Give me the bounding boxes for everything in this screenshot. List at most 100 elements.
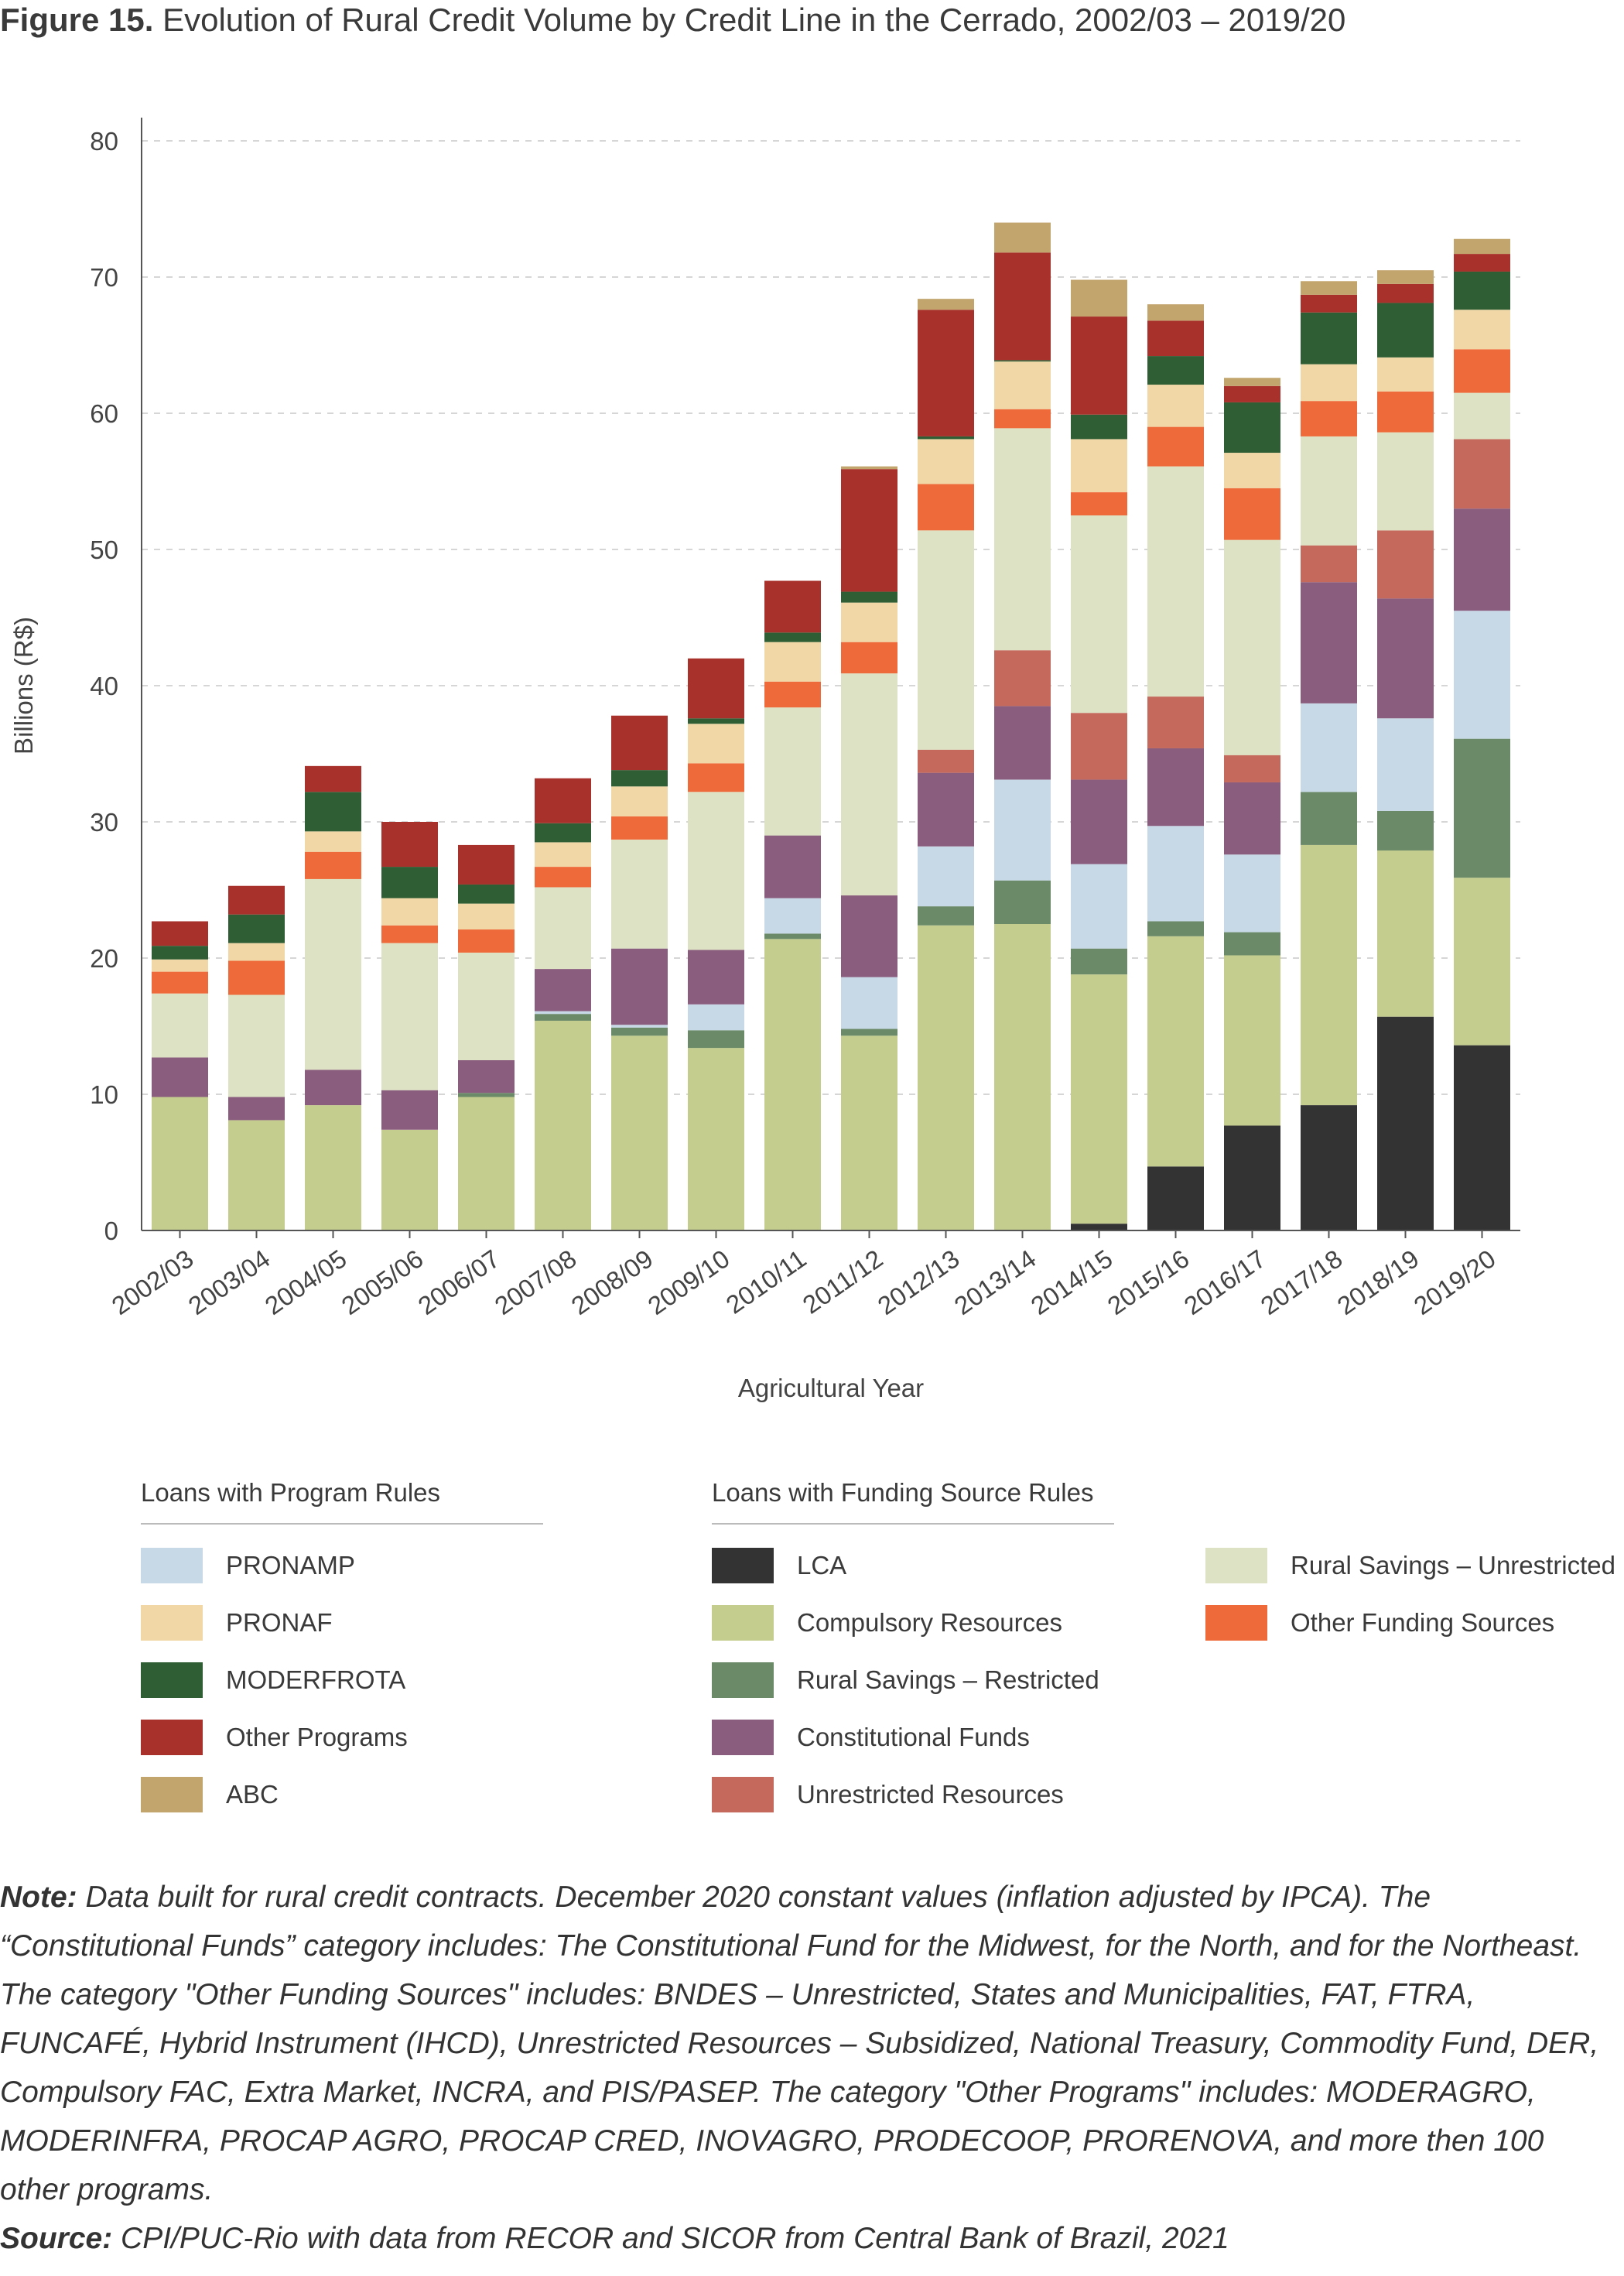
legend-divider bbox=[141, 1523, 543, 1525]
figure-note: Note: Data built for rural credit contra… bbox=[0, 1873, 1617, 2263]
bar-segment bbox=[611, 770, 668, 787]
bar-segment bbox=[688, 792, 744, 950]
bar-segment bbox=[764, 835, 821, 898]
bar-segment bbox=[1071, 948, 1127, 975]
x-tick-label: 2003/04 bbox=[183, 1244, 275, 1320]
bar-segment bbox=[1301, 436, 1357, 546]
bar-segment bbox=[1454, 439, 1510, 509]
bar-segment bbox=[1454, 271, 1510, 310]
bar-segment bbox=[1147, 320, 1204, 357]
legend-item: Unrestricted Resources bbox=[712, 1775, 1064, 1814]
bar-segment bbox=[228, 1120, 285, 1230]
bar-segment bbox=[1147, 748, 1204, 827]
bar-segment bbox=[152, 959, 208, 972]
bar-segment bbox=[381, 867, 438, 898]
bar-segment bbox=[688, 1030, 744, 1049]
legend-label: PRONAMP bbox=[226, 1551, 355, 1580]
bar-segment bbox=[1071, 317, 1127, 415]
bar-segment bbox=[1377, 718, 1434, 811]
bar-segment bbox=[152, 921, 208, 946]
bar-segment bbox=[1454, 878, 1510, 1046]
y-tick-label: 70 bbox=[90, 263, 118, 292]
y-tick-label: 80 bbox=[90, 127, 118, 156]
bar-segment bbox=[458, 1060, 515, 1094]
x-tick-label: 2012/13 bbox=[873, 1244, 965, 1320]
legend-item: MODERFROTA bbox=[141, 1661, 405, 1699]
legend-label: MODERFROTA bbox=[226, 1665, 406, 1694]
x-tick-label: 2017/18 bbox=[1256, 1244, 1348, 1320]
legend-item: PRONAMP bbox=[141, 1546, 355, 1585]
bar-segment bbox=[764, 642, 821, 682]
bar-segment bbox=[458, 884, 515, 904]
legend-item: PRONAF bbox=[141, 1603, 333, 1642]
x-tick-label: 2010/11 bbox=[721, 1244, 812, 1319]
bars bbox=[152, 222, 1510, 1230]
bar-segment bbox=[764, 939, 821, 1230]
bar-segment bbox=[1224, 955, 1280, 1126]
bar-segment bbox=[1454, 238, 1510, 255]
bar-segment bbox=[1224, 782, 1280, 855]
bar-segment bbox=[918, 906, 974, 926]
bar-segment bbox=[305, 878, 361, 1070]
bar-segment bbox=[1147, 826, 1204, 922]
bar-segment bbox=[458, 844, 515, 885]
legend-item: ABC bbox=[141, 1775, 279, 1814]
bar-segment bbox=[381, 925, 438, 943]
bar-segment bbox=[1377, 270, 1434, 284]
x-tick-label: 2006/07 bbox=[413, 1244, 505, 1320]
x-tick-label: 2013/14 bbox=[949, 1244, 1041, 1320]
bar-segment bbox=[1301, 294, 1357, 313]
bar-segment bbox=[994, 650, 1051, 707]
bar-segment bbox=[1377, 1016, 1434, 1230]
bar-segment bbox=[688, 950, 744, 1005]
bar-segment bbox=[1377, 810, 1434, 851]
legend-label: Unrestricted Resources bbox=[797, 1780, 1064, 1809]
bar-segment bbox=[1377, 432, 1434, 531]
bar-segment bbox=[1147, 304, 1204, 321]
x-tick-label: 2019/20 bbox=[1409, 1244, 1501, 1320]
y-tick-label: 60 bbox=[90, 399, 118, 428]
x-tick-label: 2004/05 bbox=[260, 1244, 352, 1320]
bar-segment bbox=[994, 706, 1051, 780]
bar-segment bbox=[152, 971, 208, 994]
legend-swatch bbox=[141, 1662, 203, 1698]
legend-item: Other Programs bbox=[141, 1718, 408, 1757]
x-tick-label: 2015/16 bbox=[1103, 1244, 1195, 1320]
bar-segment bbox=[764, 707, 821, 836]
bar-segment bbox=[611, 839, 668, 949]
bar-segment bbox=[1454, 254, 1510, 272]
source-text: CPI/PUC-Rio with data from RECOR and SIC… bbox=[121, 2222, 1229, 2255]
bar-segment bbox=[1377, 283, 1434, 303]
bar-segment bbox=[994, 428, 1051, 651]
bar-segment bbox=[1224, 402, 1280, 453]
bar-segment bbox=[1224, 488, 1280, 540]
bar-segment bbox=[611, 948, 668, 1025]
bar-segment bbox=[1377, 391, 1434, 433]
legend-label: Other Programs bbox=[226, 1723, 408, 1751]
bar-segment bbox=[841, 673, 897, 896]
bar-segment bbox=[764, 580, 821, 633]
y-tick-label: 0 bbox=[104, 1217, 118, 1245]
bar-segment bbox=[841, 977, 897, 1029]
figure-title-text: Evolution of Rural Credit Volume by Cred… bbox=[162, 2, 1346, 38]
y-tick-label: 10 bbox=[90, 1080, 118, 1109]
bar-segment bbox=[918, 299, 974, 310]
bar-segment bbox=[1224, 755, 1280, 782]
bar-segment bbox=[458, 929, 515, 953]
bar-segment bbox=[1301, 703, 1357, 792]
bar-segment bbox=[1377, 357, 1434, 392]
bar-segment bbox=[918, 484, 974, 531]
bar-segment bbox=[458, 1093, 515, 1097]
legend-label: Compulsory Resources bbox=[797, 1608, 1062, 1637]
bar-segment bbox=[1224, 854, 1280, 933]
note-text: Data built for rural credit contracts. D… bbox=[0, 1881, 1599, 2206]
bar-segment bbox=[228, 994, 285, 1097]
bar-segment bbox=[1301, 281, 1357, 295]
bar-segment bbox=[305, 792, 361, 832]
bar-segment bbox=[535, 823, 591, 843]
stacked-bar-chart: 010203040506070802002/032003/042004/0520… bbox=[9, 118, 1520, 1402]
legend-label: Rural Savings – Restricted bbox=[797, 1665, 1099, 1694]
legend-swatch bbox=[712, 1662, 774, 1698]
bar-segment bbox=[764, 933, 821, 939]
bar-segment bbox=[152, 946, 208, 960]
